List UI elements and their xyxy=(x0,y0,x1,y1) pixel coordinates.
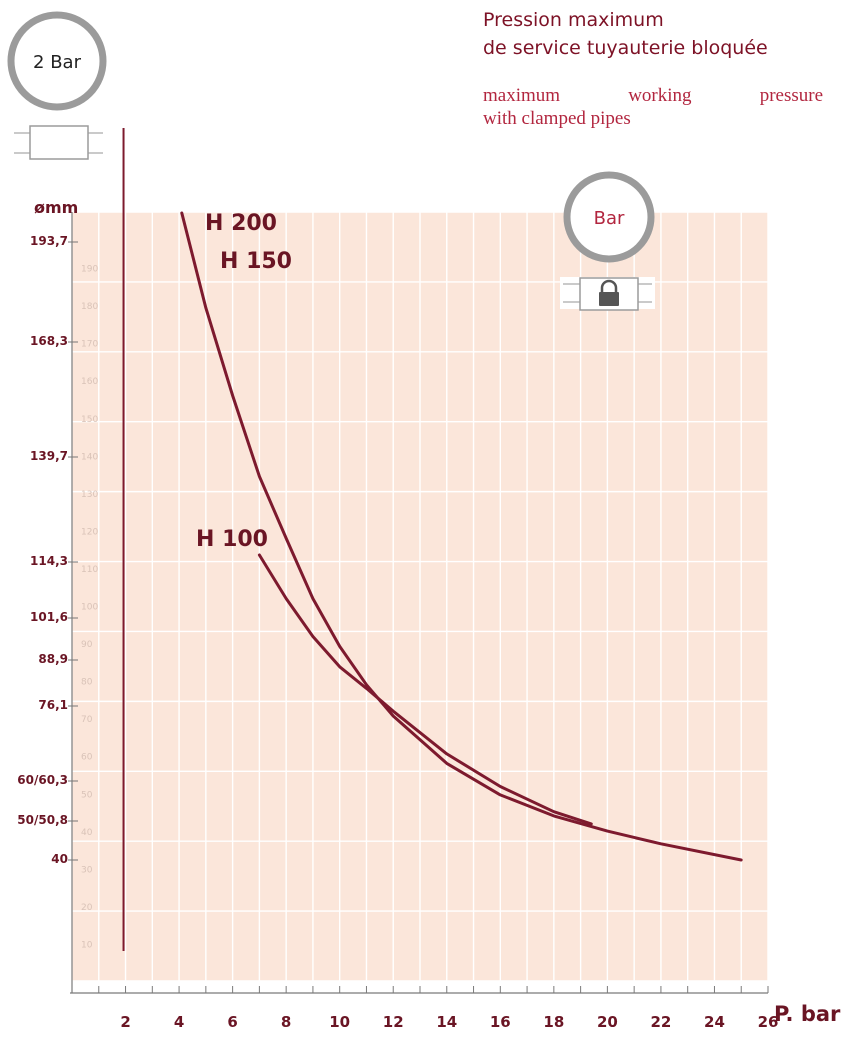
series-line-h-200 xyxy=(180,211,743,862)
badge-2-bar: 2 Bar xyxy=(7,11,107,111)
y-minor-tick-label: 80 xyxy=(81,678,93,688)
y-minor-tick-label: 30 xyxy=(81,865,93,875)
x-tick-label: 10 xyxy=(329,1013,350,1031)
y-minor-tick-label: 70 xyxy=(81,715,93,725)
chart-series xyxy=(122,128,743,951)
x-tick-label: 24 xyxy=(704,1013,725,1031)
y-tick-label: 168,3 xyxy=(30,334,68,348)
x-tick-label: 20 xyxy=(597,1013,618,1031)
title-fr-line1: Pression maximum xyxy=(483,9,664,31)
x-tick-label: 18 xyxy=(543,1013,564,1031)
pipe-locked-icon xyxy=(560,277,655,311)
badge-bar: Bar xyxy=(563,171,655,263)
y-axis-label: ømm xyxy=(34,198,78,217)
title-fr-line2: de service tuyauterie bloquée xyxy=(483,37,768,59)
y-minor-tick-label: 180 xyxy=(81,302,98,312)
badge-2-bar-label: 2 Bar xyxy=(33,52,82,73)
chart-grid xyxy=(71,211,769,982)
x-axis-label: P. bar xyxy=(774,1002,841,1026)
pipe-open-icon xyxy=(14,125,103,160)
x-tick-label: 16 xyxy=(490,1013,511,1031)
y-minor-tick-label: 160 xyxy=(81,377,98,387)
x-tick-label: 4 xyxy=(174,1013,184,1031)
x-tick-label: 22 xyxy=(650,1013,671,1031)
y-tick-label: 88,9 xyxy=(38,652,68,666)
y-minor-tick-label: 140 xyxy=(81,452,98,462)
title-en-line1: maximum working pressure xyxy=(483,85,823,106)
series-label: H 200 xyxy=(205,211,277,236)
y-tick-label: 193,7 xyxy=(30,234,68,248)
y-minor-tick-label: 60 xyxy=(81,753,93,763)
chart-title-english: maximum working pressure with clamped pi… xyxy=(483,84,823,130)
y-minor-tick-label: 20 xyxy=(81,903,93,913)
chart-labels: 10 20 30 40 50 60 70 80 90 100 110 120 130 140 150 160 1… xyxy=(17,198,841,1031)
y-tick-label: 139,7 xyxy=(30,449,68,463)
y-minor-tick-label: 190 xyxy=(81,265,98,275)
x-tick-label: 6 xyxy=(227,1013,237,1031)
badge-ring xyxy=(7,11,107,111)
y-minor-tick-label: 120 xyxy=(81,527,98,537)
y-tick-label: 50/50,8 xyxy=(17,813,68,827)
y-minor-tick-label: 130 xyxy=(81,490,98,500)
x-tick-label: 2 xyxy=(120,1013,130,1031)
badge-bar-label: Bar xyxy=(594,208,625,229)
y-tick-label: 114,3 xyxy=(30,554,68,568)
x-tick-label: 14 xyxy=(436,1013,457,1031)
chart-axes xyxy=(68,212,769,994)
y-tick-label: 76,1 xyxy=(38,698,68,712)
chart-title-french: Pression maximum de service tuyauterie b… xyxy=(483,6,768,62)
y-minor-tick-label: 150 xyxy=(81,415,98,425)
x-tick-label: 8 xyxy=(281,1013,291,1031)
series-label: H 100 xyxy=(196,527,268,552)
y-minor-tick-label: 110 xyxy=(81,565,98,575)
y-tick-label: 60/60,3 xyxy=(17,773,68,787)
y-minor-tick-label: 50 xyxy=(81,790,93,800)
badge-ring xyxy=(563,171,655,263)
y-tick-label: 101,6 xyxy=(30,610,68,624)
y-minor-tick-label: 10 xyxy=(81,940,93,950)
series-label: H 150 xyxy=(220,249,292,274)
series-line-h-100 xyxy=(257,553,593,826)
y-minor-tick-label: 90 xyxy=(81,640,93,650)
x-tick-label: 12 xyxy=(383,1013,404,1031)
y-minor-tick-label: 100 xyxy=(81,603,98,613)
y-minor-tick-label: 170 xyxy=(81,340,98,350)
y-minor-tick-label: 40 xyxy=(81,828,93,838)
x-tick-label: 26 xyxy=(758,1013,779,1031)
y-tick-label: 40 xyxy=(51,852,68,866)
title-en-line2: with clamped pipes xyxy=(483,108,631,129)
